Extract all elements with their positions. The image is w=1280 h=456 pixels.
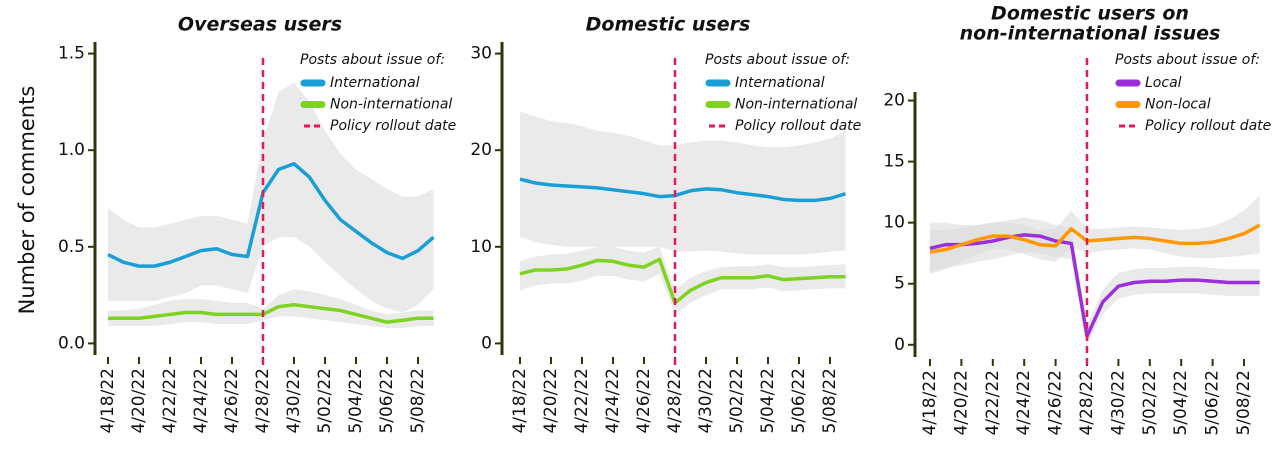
x-tick-label: 5/06/22 — [377, 368, 397, 434]
x-tick-label: 4/28/22 — [665, 368, 685, 434]
chart-title: Domestic users on — [991, 3, 1189, 25]
chart-title: Overseas users — [178, 14, 342, 36]
x-tick-label: 5/02/22 — [315, 368, 335, 434]
x-tick-label: 5/02/22 — [727, 368, 747, 434]
x-tick-label: 5/04/22 — [1171, 370, 1191, 436]
x-tick-label: 4/24/22 — [191, 368, 211, 434]
x-tick-label: 4/22/22 — [572, 368, 592, 434]
legend-label: International — [330, 75, 420, 91]
x-tick-label: 4/18/22 — [510, 368, 530, 434]
y-tick-label: 5 — [894, 274, 905, 294]
legend-title: Posts about issue of: — [1115, 52, 1260, 68]
series-line — [519, 257, 846, 305]
legend-label: Policy rollout date — [735, 118, 861, 134]
x-tick-label: 5/06/22 — [789, 368, 809, 434]
series-line — [929, 223, 1261, 254]
chart-title: Domestic users — [586, 14, 751, 36]
x-tick-label: 4/30/22 — [284, 368, 304, 434]
confidence-band — [520, 111, 846, 255]
x-tick-label: 4/24/22 — [603, 368, 623, 434]
y-tick-label: 0 — [481, 333, 492, 353]
x-tick-label: 4/26/22 — [1046, 370, 1066, 436]
x-tick-label: 4/18/22 — [920, 370, 940, 436]
x-tick-label: 4/20/22 — [951, 370, 971, 436]
legend-label: Policy rollout date — [1145, 118, 1271, 134]
series-line — [519, 177, 847, 203]
legend-label: Local — [1145, 75, 1182, 91]
legend-label: Non-international — [330, 97, 452, 113]
x-tick-label: 5/08/22 — [408, 368, 428, 434]
x-tick-label: 5/02/22 — [1140, 370, 1160, 436]
x-tick-label: 4/30/22 — [1108, 370, 1128, 436]
x-tick-label: 5/04/22 — [346, 368, 366, 434]
x-tick-label: 4/28/22 — [1077, 370, 1097, 436]
confidence-band — [930, 195, 1260, 274]
x-tick-label: 4/26/22 — [634, 368, 654, 434]
y-tick-label: 15 — [883, 152, 905, 172]
y-axis-label: Number of comments — [15, 86, 39, 315]
x-tick-label: 4/20/22 — [129, 368, 149, 434]
legend-label: Policy rollout date — [330, 118, 456, 134]
confidence-band — [520, 246, 846, 315]
legend-label: Non-local — [1145, 97, 1211, 113]
x-tick-label: 5/06/22 — [1203, 370, 1223, 436]
x-tick-label: 4/30/22 — [696, 368, 716, 434]
y-tick-label: 1.5 — [58, 44, 85, 64]
legend-title: Posts about issue of: — [705, 52, 850, 68]
y-tick-label: 1.0 — [58, 140, 85, 160]
y-tick-label: 30 — [470, 44, 492, 64]
y-tick-label: 0 — [894, 335, 905, 355]
x-tick-label: 4/22/22 — [160, 368, 180, 434]
y-tick-label: 0.5 — [58, 237, 85, 257]
x-tick-label: 4/22/22 — [983, 370, 1003, 436]
legend-title: Posts about issue of: — [300, 52, 445, 68]
legend-label: International — [735, 75, 825, 91]
x-tick-label: 5/08/22 — [1234, 370, 1254, 436]
x-tick-label: 4/26/22 — [222, 368, 242, 434]
x-tick-label: 4/28/22 — [253, 368, 273, 434]
x-tick-label: 4/18/22 — [98, 368, 118, 434]
series-line — [929, 233, 1260, 338]
x-tick-label: 4/20/22 — [541, 368, 561, 434]
chart-title: non-international issues — [960, 23, 1221, 45]
y-tick-label: 20 — [470, 140, 492, 160]
y-tick-label: 0.0 — [58, 333, 85, 353]
y-tick-label: 10 — [470, 237, 492, 257]
y-tick-label: 10 — [883, 213, 905, 233]
x-tick-label: 5/08/22 — [820, 368, 840, 434]
legend-label: Non-international — [735, 97, 857, 113]
y-tick-label: 20 — [883, 91, 905, 111]
series-line — [107, 161, 435, 268]
x-tick-label: 5/04/22 — [758, 368, 778, 434]
series-line — [108, 303, 434, 324]
x-tick-label: 4/24/22 — [1014, 370, 1034, 436]
